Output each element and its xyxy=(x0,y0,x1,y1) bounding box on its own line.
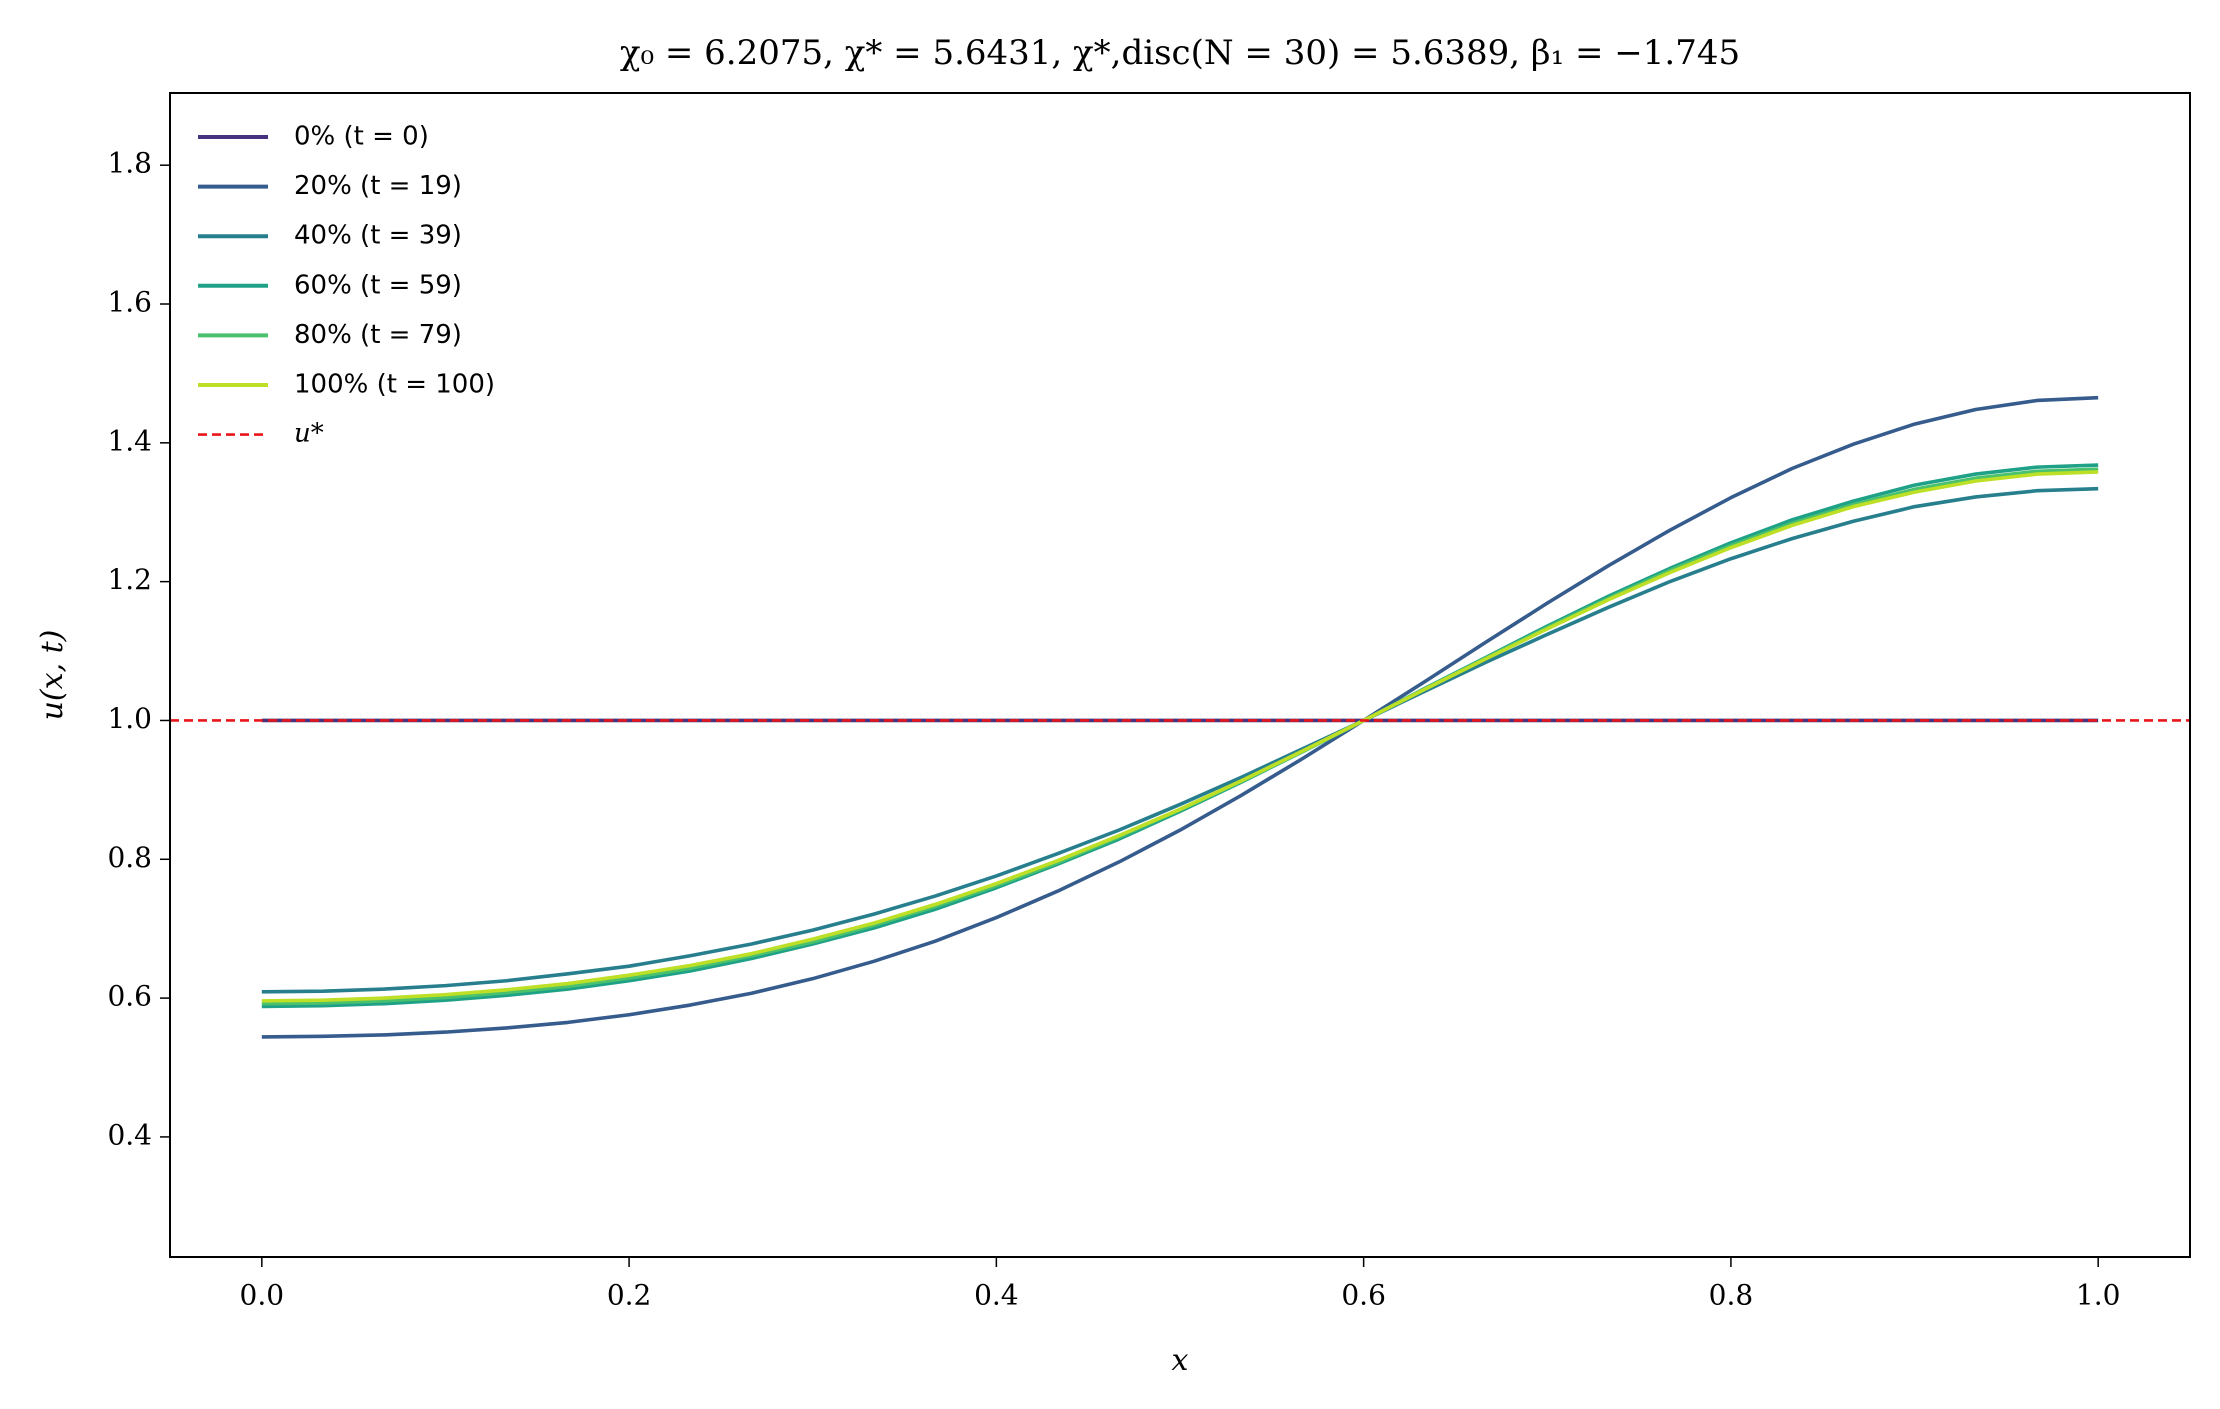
data-line xyxy=(261,395,2099,1039)
y-tick-label: 1.8 xyxy=(107,147,152,180)
axes-frame xyxy=(169,92,2191,1258)
legend-label: 40% (t = 39) xyxy=(294,221,462,251)
legend-label: u* xyxy=(294,419,324,449)
y-tick-label: 1.6 xyxy=(107,286,152,319)
y-tick-label: 1.4 xyxy=(107,424,152,457)
legend-label: 20% (t = 19) xyxy=(294,171,462,201)
x-tick-label: 0.8 xyxy=(1709,1279,1754,1312)
chart-title: χ₀ = 6.2075, χ* = 5.6431, χ*,disc(N = 30… xyxy=(620,33,1740,73)
y-tick-label: 0.4 xyxy=(107,1118,152,1151)
y-tick-label: 0.8 xyxy=(107,841,152,874)
legend-label: 100% (t = 100) xyxy=(294,370,495,400)
x-axis-label: x xyxy=(1172,1343,1189,1378)
y-tick-label: 1.2 xyxy=(107,563,152,596)
y-tick-label: 1.0 xyxy=(107,702,152,735)
legend-label: 80% (t = 79) xyxy=(294,320,462,350)
y-tick-label: 0.6 xyxy=(107,980,152,1013)
legend-label: 60% (t = 59) xyxy=(294,270,462,300)
plot-area xyxy=(170,395,2190,1039)
x-tick-label: 0.0 xyxy=(240,1279,285,1312)
x-tick-label: 0.6 xyxy=(1341,1279,1386,1312)
data-line xyxy=(261,486,2099,994)
x-tick-label: 0.2 xyxy=(607,1279,652,1312)
x-tick-label: 1.0 xyxy=(2076,1279,2121,1312)
y-axis-label: u(x, t) xyxy=(35,630,70,721)
data-line xyxy=(261,470,2099,1003)
legend-label: 0% (t = 0) xyxy=(294,122,429,152)
x-tick-label: 0.4 xyxy=(974,1279,1019,1312)
